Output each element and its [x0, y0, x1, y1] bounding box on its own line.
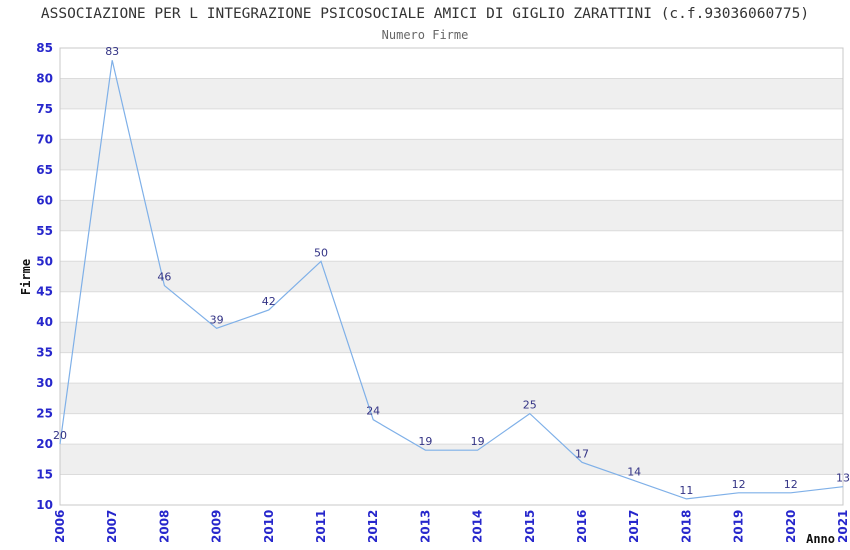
y-tick-label: 55 — [36, 224, 53, 238]
data-point-label: 25 — [523, 399, 537, 412]
grid-band — [60, 444, 843, 475]
y-tick-label: 60 — [36, 193, 53, 207]
chart-title: ASSOCIAZIONE PER L INTEGRAZIONE PSICOSOC… — [40, 6, 810, 22]
y-tick-label: 15 — [36, 468, 53, 482]
data-line — [59, 60, 844, 500]
y-tick-label: 75 — [36, 102, 53, 116]
chart-subtitle: Numero Firme — [381, 28, 469, 42]
y-tick-label: 10 — [36, 498, 53, 512]
y-tick-label: 70 — [36, 132, 53, 146]
plot-border — [59, 47, 844, 506]
data-point-label: 42 — [262, 295, 276, 308]
x-tick-label: 2017 — [627, 510, 641, 543]
x-tick-label: 2020 — [784, 510, 798, 543]
data-point-label: 39 — [210, 313, 224, 326]
grid-band — [60, 139, 843, 170]
y-tick-label: 35 — [36, 346, 53, 360]
data-point-label: 19 — [471, 435, 485, 448]
data-point-label: 12 — [732, 478, 746, 491]
x-tick-label: 2018 — [679, 510, 693, 543]
y-tick-label: 85 — [36, 41, 53, 55]
grid-band — [60, 322, 843, 353]
x-tick-label: 2012 — [366, 510, 380, 543]
data-point-label: 46 — [157, 271, 171, 284]
y-tick-label: 25 — [36, 407, 53, 421]
data-point-label: 20 — [53, 429, 67, 442]
x-tick-label: 2016 — [575, 510, 589, 543]
data-point-label: 11 — [679, 484, 693, 497]
x-tick-label: 2021 — [836, 510, 850, 543]
x-tick-label: 2006 — [53, 510, 67, 543]
x-tick-label: 2015 — [523, 510, 537, 543]
x-tick-label: 2014 — [471, 510, 485, 543]
data-point-label: 19 — [418, 435, 432, 448]
x-tick-label: 2019 — [732, 510, 746, 543]
data-point-label: 14 — [627, 466, 641, 479]
data-point-label: 13 — [836, 472, 850, 485]
grid-band — [60, 383, 843, 414]
data-point-label: 24 — [366, 405, 380, 418]
x-tick-label: 2008 — [157, 510, 171, 543]
y-tick-label: 80 — [36, 72, 53, 86]
data-point-label: 12 — [784, 478, 798, 491]
x-tick-label: 2011 — [314, 510, 328, 543]
y-tick-label: 65 — [36, 163, 53, 177]
x-tick-label: 2013 — [418, 510, 432, 543]
grid-band — [60, 200, 843, 231]
y-tick-label: 30 — [36, 376, 53, 390]
y-tick-label: 50 — [36, 254, 53, 268]
y-tick-label: 45 — [36, 285, 53, 299]
y-tick-label: 40 — [36, 315, 53, 329]
x-axis-title: Anno — [806, 532, 835, 546]
grid-band — [60, 78, 843, 109]
data-point-label: 83 — [105, 45, 119, 58]
x-tick-label: 2009 — [210, 510, 224, 543]
y-axis-title: Firme — [19, 259, 33, 295]
y-tick-label: 20 — [36, 437, 53, 451]
data-point-label: 50 — [314, 246, 328, 259]
grid-band — [60, 261, 843, 292]
x-tick-label: 2010 — [262, 510, 276, 543]
x-tick-label: 2007 — [105, 510, 119, 543]
data-point-label: 17 — [575, 447, 589, 460]
